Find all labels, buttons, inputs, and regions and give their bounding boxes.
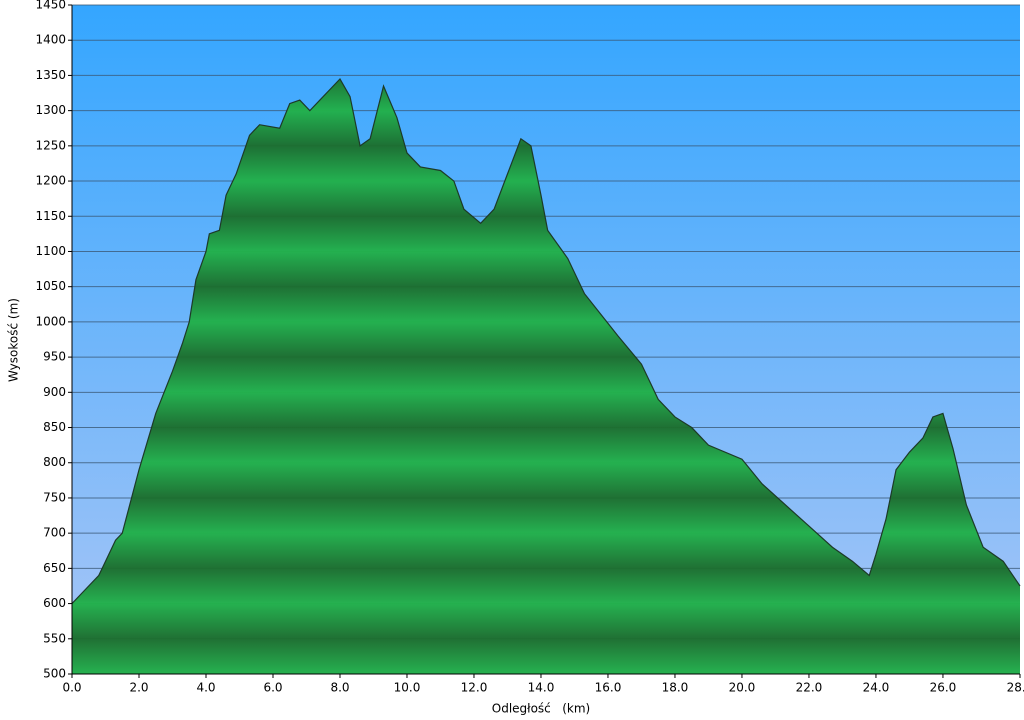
x-axis-label: Odległość (km) [492,702,590,716]
y-tick-label: 1450 [35,0,66,12]
y-tick-label: 500 [43,667,66,681]
x-tick-label: 28.3 [1007,681,1024,695]
y-tick-label: 1400 [35,33,66,47]
y-tick-label: 1200 [35,174,66,188]
x-tick-label: 6.0 [263,681,282,695]
x-tick-label: 8.0 [330,681,349,695]
line [71,77,1021,604]
y-tick-label: 900 [43,385,66,399]
y-tick-label: 1250 [35,138,66,152]
y-axis-label: Wysokość (m) [7,298,21,382]
x-tick-label: 0.0 [62,681,81,695]
y-tick-label: 1300 [35,103,66,117]
y-tick-label: 1350 [35,68,66,82]
y-tick-label: 550 [43,631,66,645]
x-tick-label: 4.0 [196,681,215,695]
y-tick-label: 800 [43,455,66,469]
y-tick-label: 850 [43,420,66,434]
y-tick-label: 1100 [35,244,66,258]
x-tick-label: 20.0 [729,681,756,695]
y-tick-label: 600 [43,596,66,610]
x-tick-label: 14.0 [528,681,555,695]
x-tick-label: 12.0 [461,681,488,695]
x-tick-label: 26.0 [930,681,957,695]
x-tick-label: 18.0 [662,681,689,695]
y-tick-label: 650 [43,561,66,575]
x-tick-label: 10.0 [394,681,421,695]
y-tick-label: 1000 [35,314,66,328]
area [72,78,1020,674]
y-tick-label: 750 [43,490,66,504]
x-tick-label: 22.0 [796,681,823,695]
x-tick-label: 2.0 [129,681,148,695]
x-tick-label: 24.0 [863,681,890,695]
y-tick-label: 1050 [35,279,66,293]
x-tick-label: 16.0 [595,681,622,695]
y-tick-label: 1150 [35,209,66,223]
y-tick-label: 950 [43,350,66,364]
y-tick-label: 700 [43,526,66,540]
